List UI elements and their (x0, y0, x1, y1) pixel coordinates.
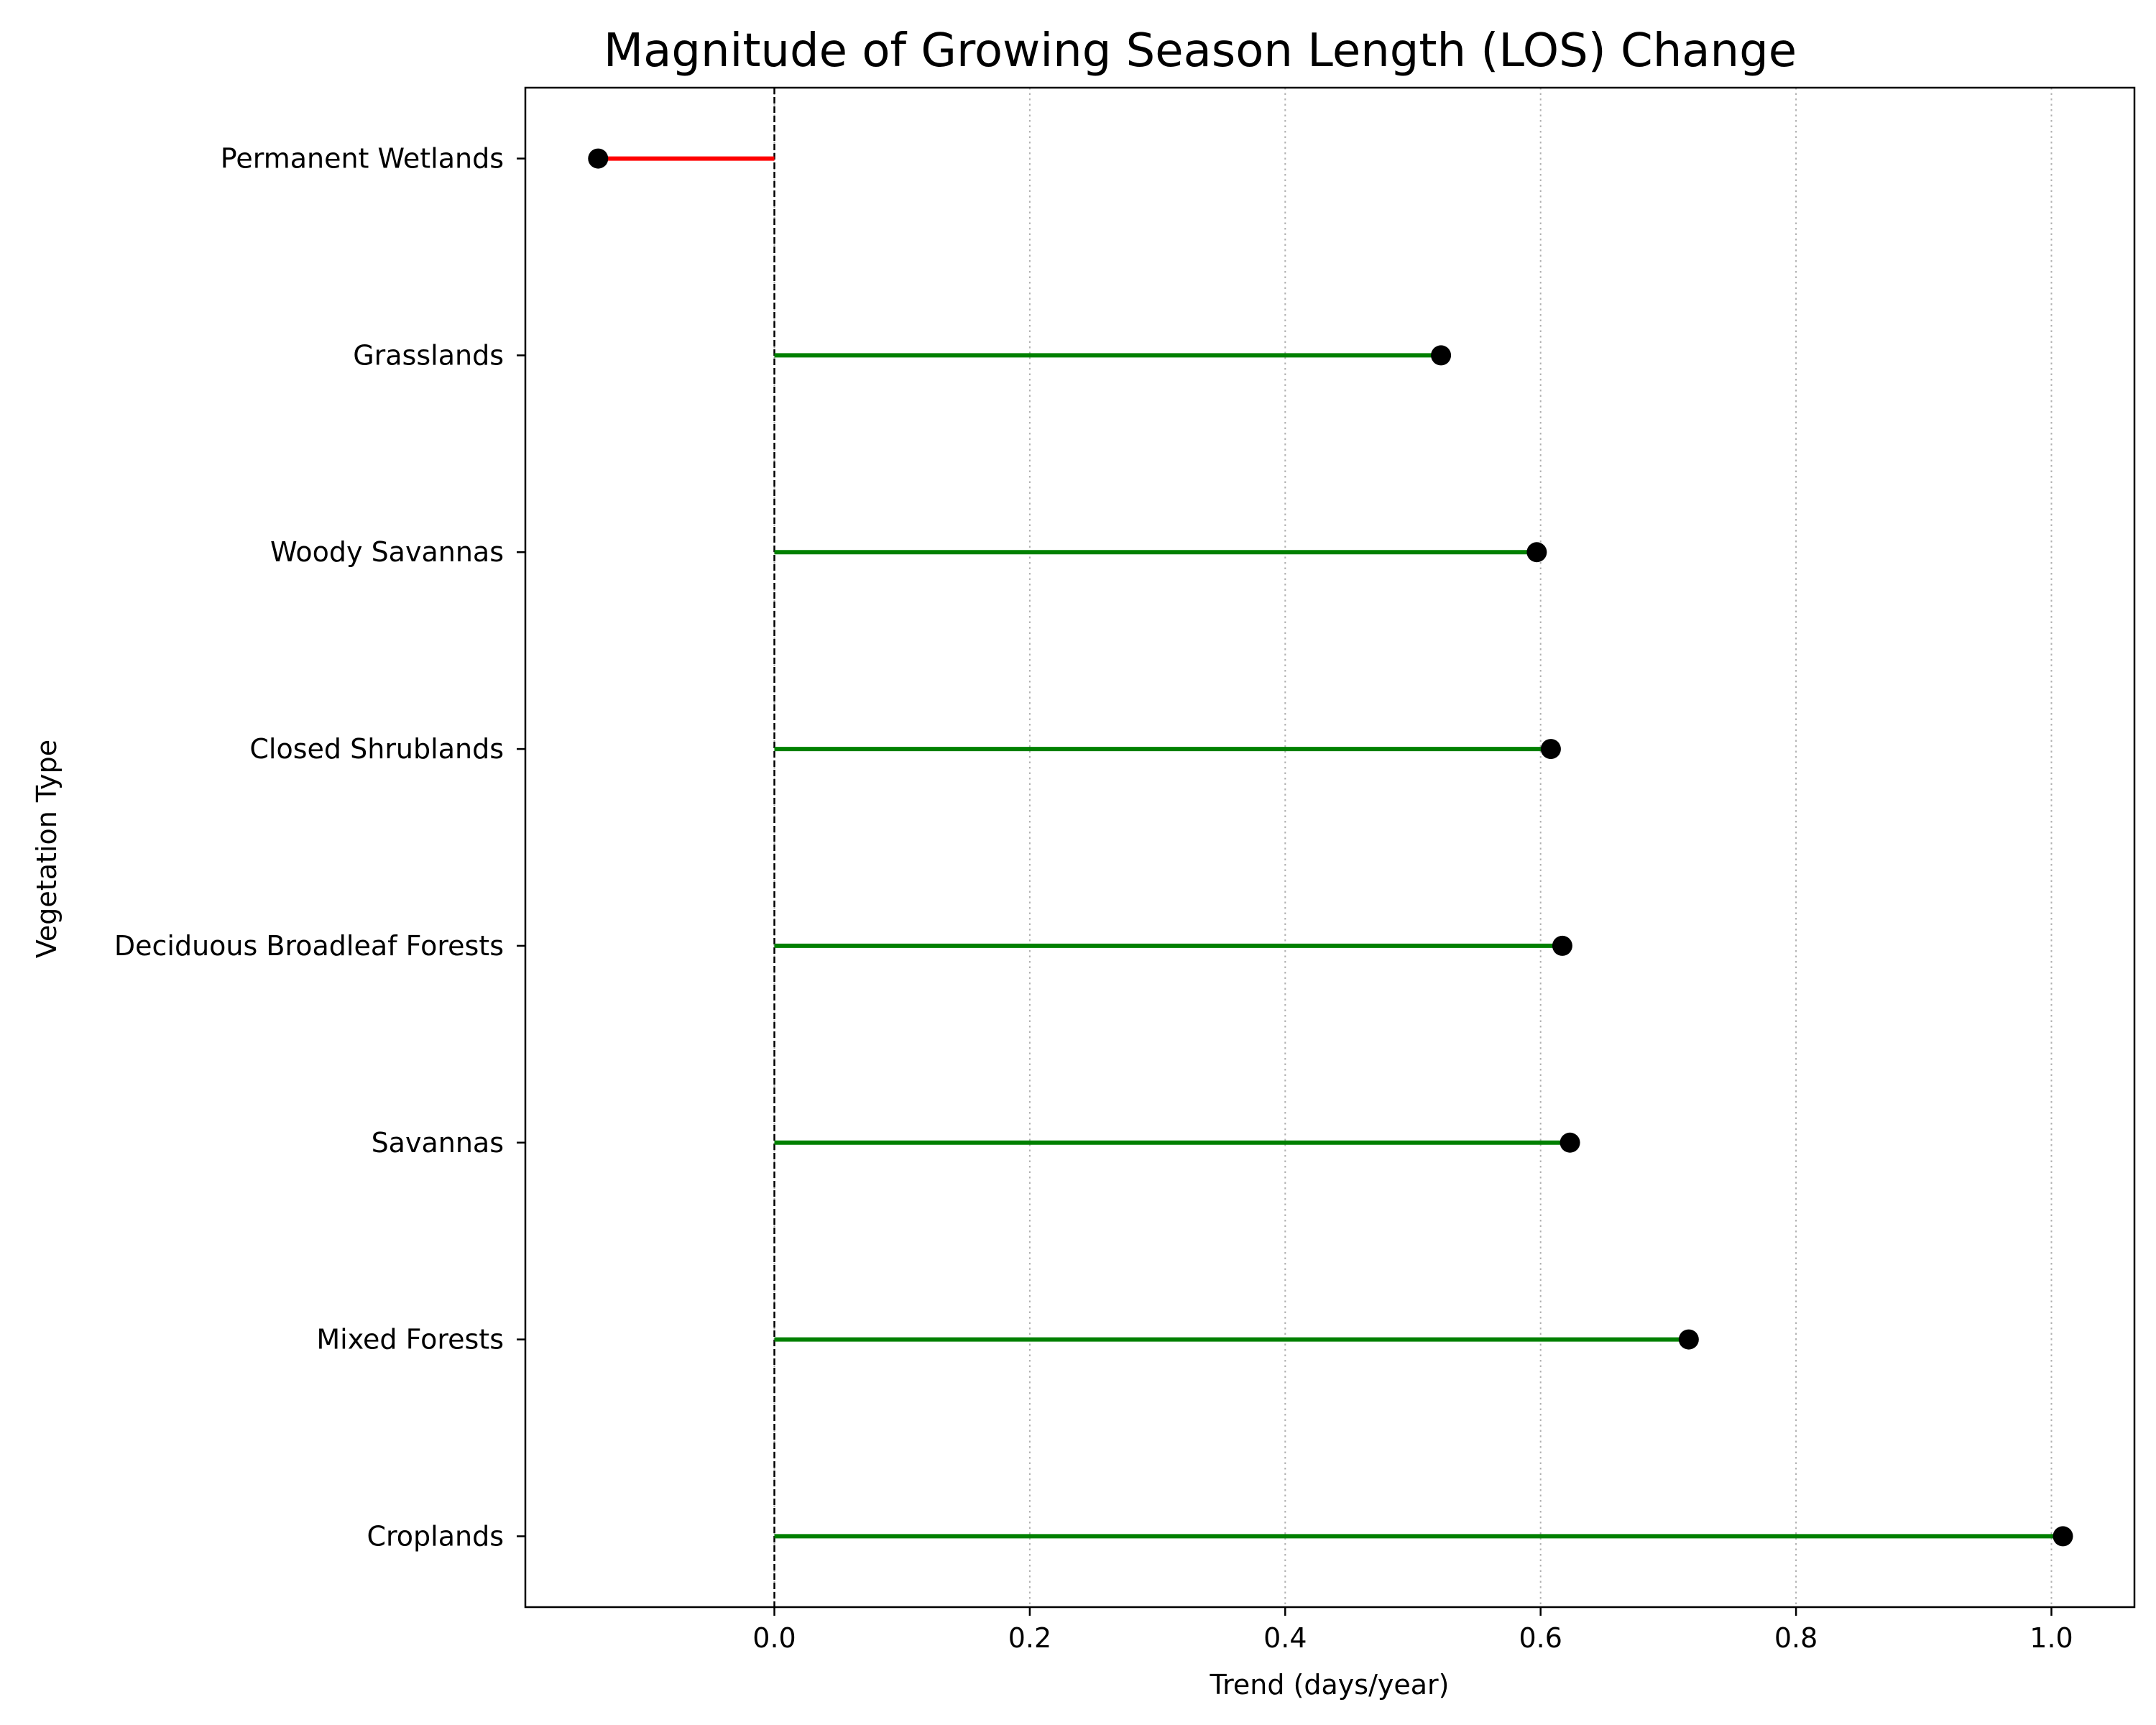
y-tick-label: Deciduous Broadleaf Forests (114, 930, 504, 962)
x-axis-ticks: 0.0 0.2 0.4 0.6 0.8 1.0 (752, 1607, 2073, 1654)
y-axis-ticks: Permanent Wetlands Grasslands Woody Savann… (114, 143, 525, 1552)
marker-deciduous-broadleaf-forests (1552, 935, 1572, 956)
marker-permanent-wetlands (588, 148, 609, 169)
y-tick-label: Woody Savannas (270, 536, 504, 568)
y-tick-label: Croplands (367, 1520, 504, 1552)
x-axis-label: Trend (days/year) (1209, 1669, 1449, 1701)
y-axis-label: Vegetation Type (31, 740, 63, 958)
x-tick-label: 0.4 (1263, 1622, 1307, 1654)
marker-mixed-forests (1678, 1329, 1699, 1350)
marker-closed-shrublands (1540, 739, 1561, 760)
x-tick-label: 0.0 (752, 1622, 796, 1654)
marker-woody-savannas (1526, 542, 1547, 563)
chart-title: Magnitude of Growing Season Length (LOS)… (604, 24, 1797, 78)
x-tick-label: 0.2 (1008, 1622, 1051, 1654)
y-tick-label: Mixed Forests (316, 1324, 504, 1356)
grid-lines (773, 88, 2053, 1607)
y-tick-label: Closed Shrublands (249, 733, 504, 765)
markers (588, 148, 2073, 1547)
x-tick-label: 0.8 (1774, 1622, 1818, 1654)
x-tick-label: 1.0 (2030, 1622, 2073, 1654)
y-tick-label: Permanent Wetlands (221, 143, 504, 175)
marker-savannas (1560, 1132, 1580, 1153)
x-tick-label: 0.6 (1519, 1622, 1562, 1654)
y-tick-label: Grasslands (353, 339, 504, 371)
plot-frame (524, 86, 2136, 1609)
marker-croplands (2053, 1526, 2073, 1547)
stems (598, 156, 2063, 1539)
y-tick-label: Savannas (372, 1127, 504, 1159)
marker-grasslands (1431, 345, 1452, 366)
